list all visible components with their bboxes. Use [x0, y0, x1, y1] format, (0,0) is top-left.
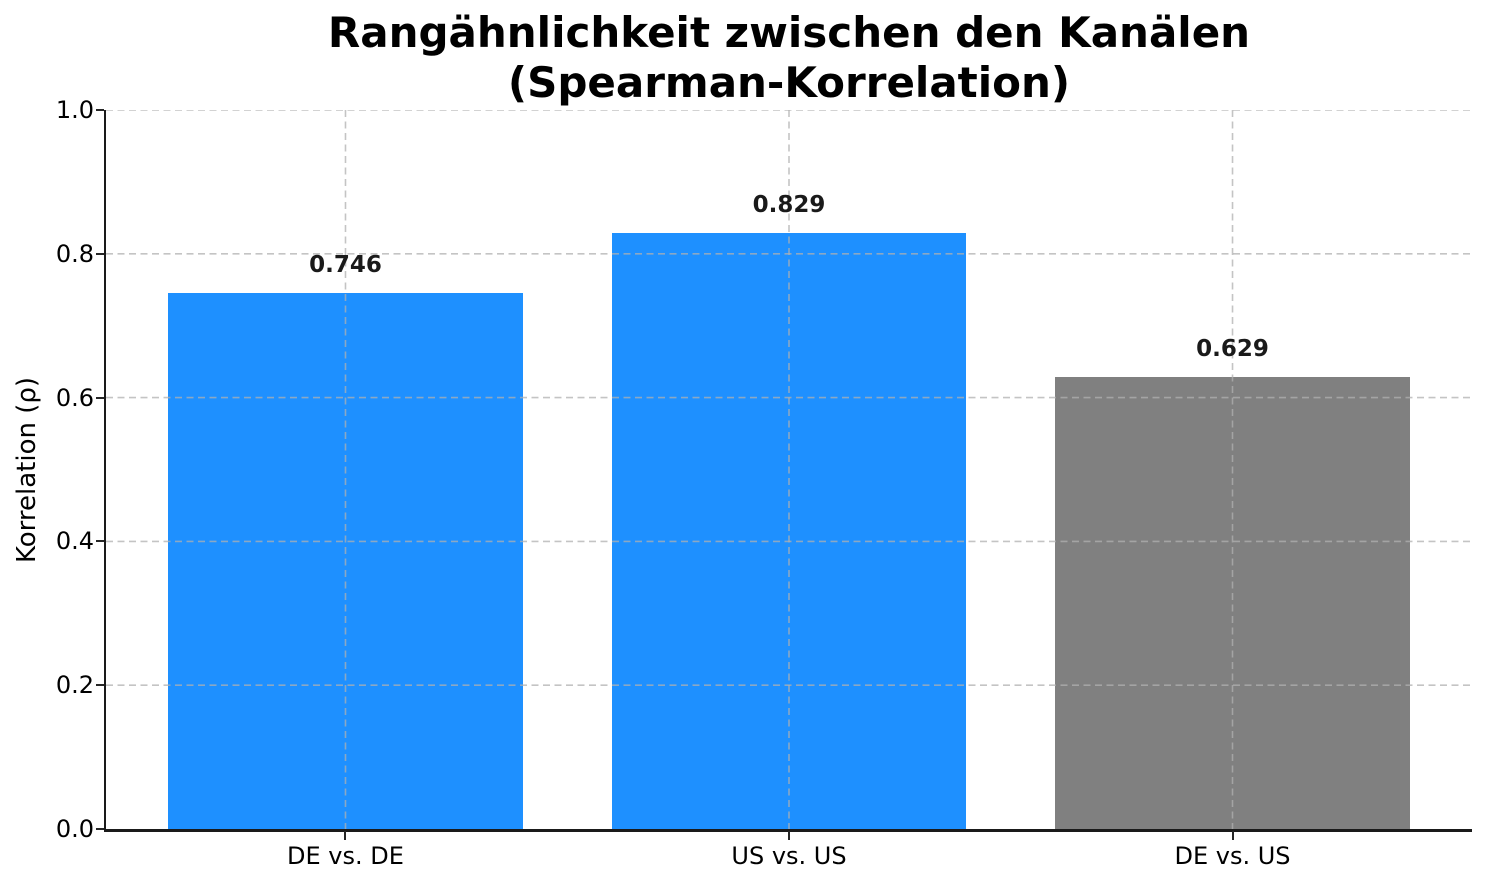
y-tick-label-1: 0.2: [55, 671, 94, 700]
y-tick-label-2: 0.4: [55, 527, 94, 556]
x-tick-label-2: DE vs. US: [1174, 842, 1291, 870]
bar-value-label-0: 0.746: [309, 251, 382, 278]
y-tick-label-4: 0.8: [55, 239, 94, 268]
left-axis-spine: [104, 110, 106, 831]
gridlines: [106, 110, 1472, 829]
bottom-axis-spine: [104, 829, 1472, 832]
y-tick-5: [96, 109, 104, 111]
x-tick-label-1: US vs. US: [731, 842, 847, 870]
x-tick-0: [344, 831, 347, 840]
y-tick-2: [96, 540, 104, 543]
chart-title: Rangähnlichkeit zwischen den Kanälen (Sp…: [106, 8, 1472, 107]
y-tick-label-0: 0.0: [55, 815, 94, 843]
y-tick-1: [96, 684, 104, 687]
y-tick-label-3: 0.6: [55, 383, 94, 412]
bar-value-label-1: 0.829: [752, 191, 826, 218]
chart-title-line1: Rangähnlichkeit zwischen den Kanälen: [327, 8, 1251, 57]
x-tick-label-0: DE vs. DE: [287, 842, 404, 870]
bar-2: [1055, 376, 1410, 829]
x-tick-1: [788, 831, 790, 840]
y-tick-0: [96, 828, 104, 830]
y-tick-3: [96, 396, 104, 399]
chart-title-line2: (Spearman-Korrelation): [507, 57, 1071, 107]
plot-area: 0.746 0.829 0.629: [106, 110, 1472, 829]
bar-value-label-2: 0.629: [1196, 335, 1269, 362]
value-labels-layer: 0.746 0.829 0.629: [106, 110, 1472, 829]
y-tick-4: [96, 252, 104, 255]
y-tick-label-5: 1.0: [55, 96, 94, 124]
x-tick-2: [1231, 831, 1234, 840]
